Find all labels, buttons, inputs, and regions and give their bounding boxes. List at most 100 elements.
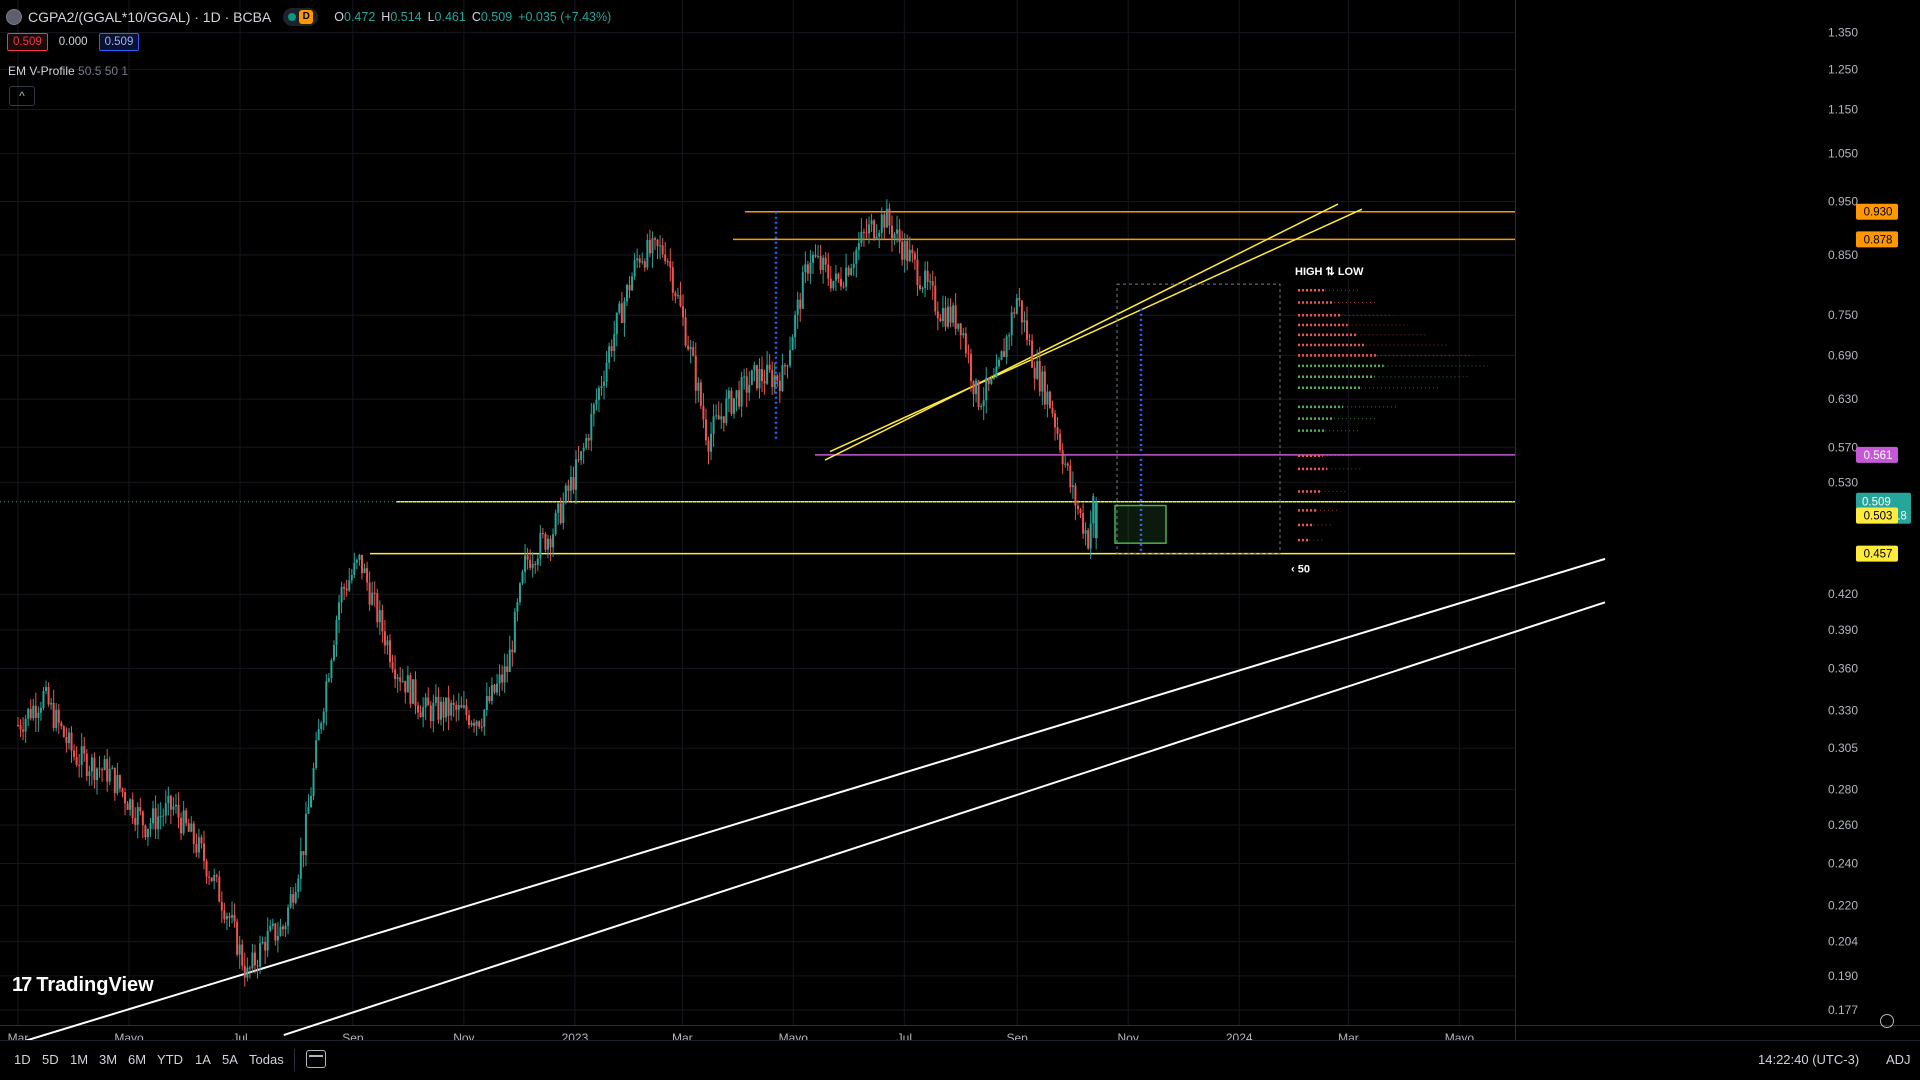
timeframe-1a-button[interactable]: 1A [195, 1052, 211, 1067]
candle-body [1066, 463, 1069, 466]
high-value: 0.514 [390, 10, 422, 24]
go-to-date-calendar-icon[interactable] [306, 1050, 326, 1068]
candle-body [322, 711, 325, 724]
candle-body [761, 368, 764, 382]
sell-price-box[interactable]: 0.509 [7, 33, 48, 51]
candle-body [327, 678, 330, 682]
timeframe-5d-button[interactable]: 5D [42, 1052, 59, 1067]
candle-body [896, 229, 899, 234]
candle-body [1041, 371, 1044, 392]
candle-body [610, 346, 613, 351]
market-status-pill[interactable]: D [283, 8, 319, 26]
candle-body [995, 366, 998, 378]
candle-body [926, 270, 929, 282]
candle-body [228, 915, 231, 918]
timeframe-1m-button[interactable]: 1M [70, 1052, 89, 1067]
symbol-logo-icon[interactable] [6, 9, 22, 25]
candle-body [192, 823, 195, 844]
timeframe-ytd-button[interactable]: YTD [157, 1052, 183, 1067]
candle-body [52, 702, 55, 729]
candle-body [256, 965, 259, 967]
candle-body [740, 377, 743, 407]
candle-body [684, 317, 687, 346]
candle-body [478, 721, 481, 727]
candle-body [1038, 360, 1041, 392]
candle-body [29, 708, 32, 719]
candle-body [281, 926, 284, 930]
candle-body [567, 485, 570, 491]
candle-body [289, 894, 292, 908]
candle-body [799, 299, 802, 309]
candle-body [531, 563, 534, 568]
candle-body [671, 267, 674, 293]
y-tick-label: 0.177 [1828, 1003, 1858, 1017]
price-chart[interactable]: 1.350 1.250 1.150 1.050 0.950 0.850 0.750 0.690… [0, 0, 1920, 1040]
candle-body [338, 602, 341, 620]
candle-body [22, 729, 25, 732]
candle-body [152, 808, 155, 824]
candle-body [200, 837, 203, 844]
ohlc-values: O0.472 H0.514 L0.461 C0.509 +0.035 (+7.4… [334, 10, 611, 24]
candle-body [164, 803, 167, 816]
candle-body [503, 666, 506, 683]
candle-body [210, 877, 213, 882]
candle-body [786, 365, 789, 367]
candle-body [1031, 340, 1034, 368]
market-open-dot-icon [288, 13, 297, 21]
candle-body [287, 907, 290, 926]
timeframe-5a-button[interactable]: 5A [222, 1052, 238, 1067]
candle-body [129, 799, 132, 810]
candle-body [597, 388, 600, 400]
scale-settings-gear-icon[interactable] [1880, 1014, 1894, 1028]
candle-body [1013, 312, 1016, 314]
candle-body [840, 279, 843, 287]
candle-body [875, 236, 878, 239]
candle-body [475, 721, 478, 726]
candle-body [1079, 509, 1082, 514]
buy-price-box[interactable]: 0.509 [98, 33, 140, 51]
candle-body [136, 807, 139, 825]
candle-body [1010, 312, 1013, 336]
candle-body [931, 281, 934, 286]
candle-body [203, 843, 206, 861]
indicator-legend[interactable]: EM V-Profile 50.5 50 1 [8, 64, 128, 78]
candle-body [768, 364, 771, 370]
timezone-clock[interactable]: 14:22:40 (UTC-3) [1758, 1052, 1860, 1067]
candle-body [37, 712, 40, 718]
timeframe-6m-button[interactable]: 6M [128, 1052, 147, 1067]
candle-body [1020, 300, 1023, 323]
symbol-title[interactable]: CGPA2/(GGAL*10/GGAL) · 1D · BCBA [28, 9, 272, 25]
price-tag-503-bg [1856, 507, 1898, 524]
candle-body [659, 245, 662, 247]
y-tick-label: 0.690 [1828, 348, 1858, 362]
candle-body [929, 281, 932, 283]
open-value: 0.472 [344, 10, 376, 24]
collapse-legend-button[interactable]: ^ [9, 86, 35, 106]
candle-body [890, 225, 893, 239]
candle-body [508, 649, 511, 673]
timeframe-all-button[interactable]: Todas [249, 1052, 284, 1067]
candle-body [42, 690, 45, 708]
candle-body [837, 273, 840, 280]
candle-body [167, 795, 170, 804]
candle-body [544, 534, 547, 550]
candle-body [169, 795, 172, 810]
y-tick-label: 0.305 [1828, 741, 1858, 755]
candle-body [162, 815, 165, 817]
adjust-data-toggle[interactable]: ADJ [1886, 1052, 1911, 1067]
y-tick-label: 1.350 [1828, 25, 1858, 39]
candle-body [682, 306, 685, 318]
change-value: +0.035 (+7.43%) [518, 10, 612, 24]
candle-body [587, 438, 590, 441]
timeframe-3m-button[interactable]: 3M [99, 1052, 118, 1067]
candle-body [24, 718, 27, 732]
candle-body [157, 816, 160, 830]
candle-body [116, 775, 119, 794]
x-tick-label: Nov [453, 1031, 474, 1040]
candle-body [460, 705, 463, 708]
candle-body [343, 586, 346, 589]
timeframe-1d-button[interactable]: 1D [14, 1052, 31, 1067]
candle-body [580, 451, 583, 460]
tradingview-name: TradingView [36, 974, 154, 996]
candle-body [1082, 513, 1085, 534]
